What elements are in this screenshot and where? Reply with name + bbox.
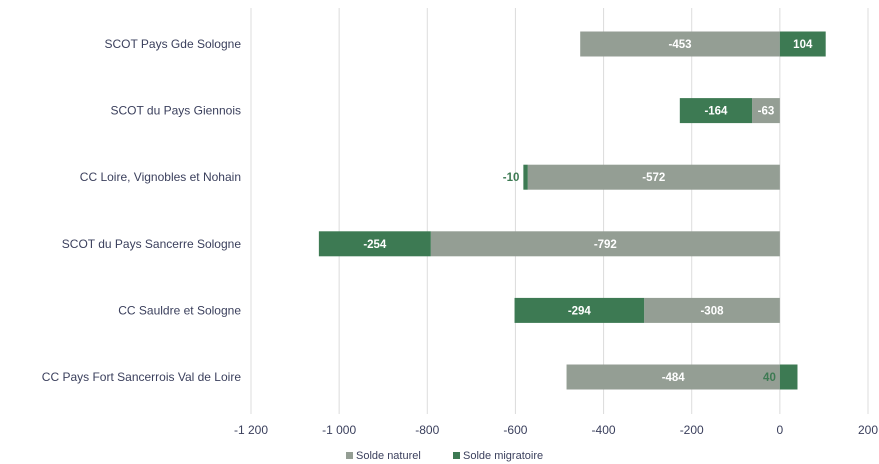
bar-solde-naturel xyxy=(430,231,780,257)
legend-label-solde-naturel: Solde naturel xyxy=(356,450,421,462)
data-label-solde-naturel: -308 xyxy=(700,305,724,317)
data-label-solde-migratoire: -164 xyxy=(704,106,728,118)
x-tick-label: -800 xyxy=(415,423,439,437)
bar-solde-migratoire xyxy=(514,297,645,323)
data-label-solde-naturel: -63 xyxy=(758,106,775,118)
x-axis-tick-labels: -1 200 -1 000 -800 -600 -400 -200 0 200 xyxy=(234,423,878,437)
bar-solde-naturel xyxy=(580,31,780,57)
bar-solde-migratoire xyxy=(318,231,431,257)
category-label: CC Sauldre et Sologne xyxy=(118,303,241,317)
legend-swatch-solde-naturel xyxy=(346,452,353,459)
bar-solde-naturel xyxy=(527,164,780,190)
x-tick-label: 0 xyxy=(777,423,784,437)
bar-solde-migratoire xyxy=(523,164,528,190)
bar-solde-migratoire xyxy=(779,31,826,57)
data-label-solde-migratoire: -10 xyxy=(503,172,520,184)
data-label-solde-migratoire: 104 xyxy=(793,39,813,51)
x-tick-label: -200 xyxy=(680,423,704,437)
bar-solde-migratoire xyxy=(779,364,798,390)
bar-solde-naturel xyxy=(566,364,780,390)
category-label: SCOT du Pays Sancerre Sologne xyxy=(62,237,242,251)
x-tick-label: -1 000 xyxy=(322,423,356,437)
data-label-solde-naturel: -453 xyxy=(669,39,692,51)
category-label: SCOT Pays Gde Sologne xyxy=(104,37,241,51)
legend-swatch-solde-migratoire xyxy=(453,452,460,459)
data-label-solde-naturel: -484 xyxy=(662,372,686,384)
legend: Solde naturel Solde migratoire xyxy=(346,450,543,462)
x-tick-label: -400 xyxy=(592,423,616,437)
bar-labels: -453 104 -63 -164 -572 -10 -792 -254 -308 -294 -48… xyxy=(363,39,813,384)
data-label-solde-naturel: -572 xyxy=(642,172,665,184)
data-label-solde-migratoire: 40 xyxy=(763,372,776,384)
bar-solde-naturel xyxy=(752,98,780,124)
category-label: CC Loire, Vignobles et Nohain xyxy=(80,170,241,184)
gridlines xyxy=(250,8,869,414)
category-label: CC Pays Fort Sancerrois Val de Loire xyxy=(42,370,242,384)
bar-solde-naturel xyxy=(644,297,780,323)
data-label-solde-migratoire: -254 xyxy=(363,239,387,251)
x-tick-label: -1 200 xyxy=(234,423,268,437)
x-tick-label: -600 xyxy=(503,423,527,437)
bar-solde-migratoire xyxy=(679,98,753,124)
category-labels: SCOT Pays Gde Sologne SCOT du Pays Gienno… xyxy=(42,37,242,384)
data-label-solde-naturel: -792 xyxy=(594,239,617,251)
bars xyxy=(318,31,826,390)
x-tick-label: 200 xyxy=(858,423,878,437)
category-label: SCOT du Pays Giennois xyxy=(110,104,241,118)
data-label-solde-migratoire: -294 xyxy=(568,305,592,317)
legend-label-solde-migratoire: Solde migratoire xyxy=(463,450,543,462)
